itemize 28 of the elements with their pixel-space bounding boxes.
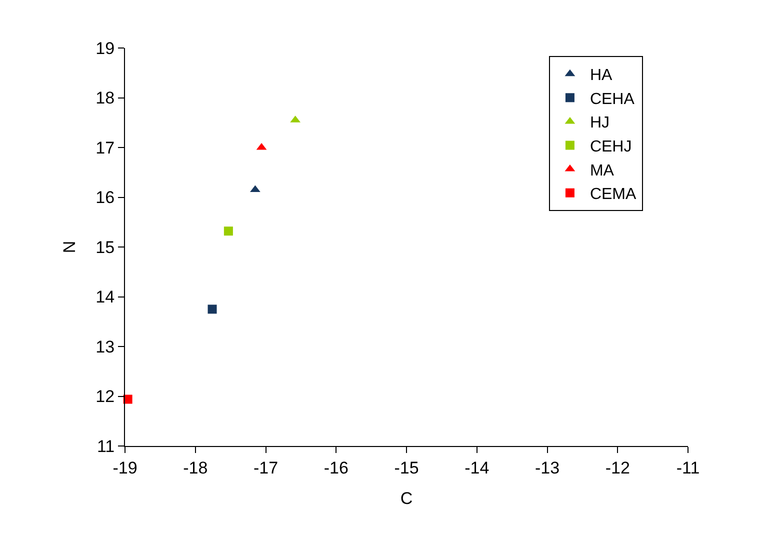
y-tick-label: 19 xyxy=(96,38,115,58)
y-tick-label: 15 xyxy=(96,238,115,257)
legend-label: HJ xyxy=(590,114,610,132)
legend-label: CEHJ xyxy=(590,138,632,156)
y-tick-label: 11 xyxy=(96,436,115,456)
x-axis-title: C xyxy=(400,488,413,508)
legend-label: HA xyxy=(590,67,613,84)
x-tick-label: -11 xyxy=(676,458,700,478)
y-tick-label: 13 xyxy=(96,337,115,356)
x-tick-label: -12 xyxy=(605,458,630,478)
legend-label: CEHA xyxy=(590,90,635,108)
x-tick-label: -13 xyxy=(534,458,560,478)
y-tick-label: 17 xyxy=(96,138,115,158)
x-tick-label: -18 xyxy=(183,458,208,478)
y-tick-label: 16 xyxy=(96,188,115,208)
y-axis-title: N xyxy=(60,240,80,254)
legend-label: CEMA xyxy=(590,186,637,204)
x-tick-label: -15 xyxy=(394,458,419,478)
y-tick-label: 18 xyxy=(96,88,115,108)
point xyxy=(224,226,233,236)
point xyxy=(208,304,217,314)
x-tick-label: -19 xyxy=(112,458,138,478)
y-tick-label: 12 xyxy=(96,387,115,406)
y-tick-label: 14 xyxy=(96,288,115,307)
x-tick-label: -17 xyxy=(253,458,278,478)
legend-label: MA xyxy=(590,162,614,180)
x-tick-label: -16 xyxy=(324,458,348,478)
x-tick-label: -14 xyxy=(464,458,490,478)
